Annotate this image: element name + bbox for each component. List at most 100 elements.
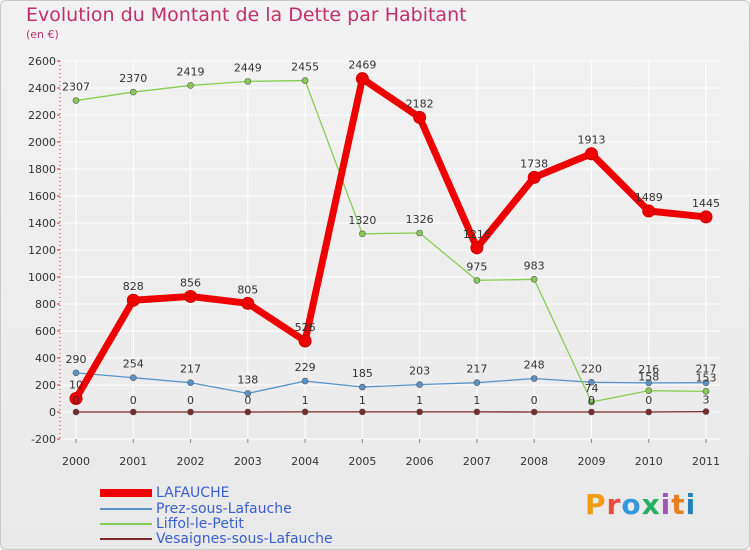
data-label: 1216: [463, 228, 491, 241]
data-point: [244, 408, 252, 416]
y-tick-label: 2000: [28, 136, 56, 149]
data-label: 983: [524, 259, 545, 272]
data-point: [584, 147, 598, 161]
data-point: [645, 387, 653, 394]
data-label: 805: [237, 283, 258, 296]
y-tick-label: 2400: [28, 82, 56, 95]
data-point: [642, 204, 656, 218]
data-point: [298, 334, 312, 348]
data-label: 526: [295, 321, 316, 334]
y-tick-label: 2200: [28, 109, 56, 122]
data-label: 217: [696, 363, 717, 376]
data-label: 0: [645, 394, 652, 407]
legend-label: LAFAUCHE: [156, 485, 230, 501]
data-point: [244, 390, 252, 397]
y-tick-label: 600: [35, 325, 56, 338]
chart-title: Evolution du Montant de la Dette par Hab…: [26, 4, 467, 26]
y-tick-label: 1600: [28, 190, 56, 203]
data-point: [72, 97, 80, 104]
data-label: 10: [69, 379, 83, 392]
data-point: [473, 408, 481, 416]
x-tick-label: 2002: [177, 455, 205, 468]
y-tick-label: 0: [49, 406, 56, 419]
data-point: [184, 289, 198, 303]
x-tick-label: 2005: [348, 455, 376, 468]
x-tick-label: 2003: [234, 455, 262, 468]
data-point: [72, 369, 80, 377]
data-label: 1489: [635, 191, 663, 204]
y-tick-label: 1400: [28, 217, 56, 230]
chart-unit: (en €): [26, 28, 59, 41]
data-point: [187, 408, 194, 416]
data-label: 2182: [406, 97, 434, 110]
data-point: [301, 77, 309, 84]
data-label: 0: [187, 394, 194, 407]
data-point: [588, 378, 595, 386]
data-label: 216: [638, 363, 659, 376]
y-tick-label: 2600: [28, 55, 56, 68]
data-label: 0: [130, 394, 137, 407]
data-point: [699, 210, 713, 224]
legend-label: Vesaignes-sous-Lafauche: [156, 531, 333, 547]
data-label: 1326: [406, 213, 434, 226]
series-line-liffol-le-petit: [75, 79, 707, 403]
data-point: [129, 88, 137, 96]
y-tick-label: 1000: [28, 271, 56, 284]
x-tick-label: 2000: [62, 455, 90, 468]
data-label: 185: [352, 367, 373, 380]
y-tick-label: 1200: [28, 244, 56, 257]
legend-swatch: [100, 508, 152, 510]
data-label: 248: [524, 359, 545, 372]
data-label: 2449: [234, 61, 262, 74]
legend-item: Vesaignes-sous-Lafauche: [100, 531, 333, 547]
data-label: 2469: [348, 59, 376, 72]
data-label: 0: [73, 394, 80, 407]
data-point: [416, 408, 423, 416]
x-tick-label: 2004: [291, 455, 319, 468]
series-line-prez-sous-lafauche: [75, 372, 707, 395]
data-point: [702, 408, 710, 415]
data-label: 1: [416, 394, 423, 407]
x-tick-label: 2006: [406, 455, 434, 468]
data-point: [470, 241, 484, 255]
x-tick-label: 2007: [463, 455, 491, 468]
data-point: [69, 392, 83, 405]
y-tick-label: 200: [35, 379, 56, 392]
data-point: [187, 82, 194, 89]
data-point: [530, 275, 538, 283]
data-label: 0: [244, 394, 251, 407]
data-point: [241, 296, 255, 310]
data-label: 138: [237, 373, 258, 386]
x-tick-label: 2001: [119, 455, 147, 468]
x-tick-label: 2010: [635, 455, 663, 468]
data-label: 1320: [348, 214, 376, 227]
data-label: 1913: [577, 134, 605, 147]
data-label: 1738: [520, 157, 548, 170]
data-label: 203: [409, 365, 430, 378]
data-label: 1445: [692, 197, 720, 210]
data-label: 1: [302, 394, 309, 407]
legend-item: Prez-sous-Lafauche: [100, 501, 292, 517]
legend-item: LAFAUCHE: [100, 485, 229, 501]
data-point: [588, 408, 595, 416]
data-label: 74: [584, 382, 598, 395]
data-point: [416, 381, 423, 388]
data-label: 2370: [119, 72, 147, 85]
data-point: [413, 110, 427, 124]
data-point: [645, 379, 653, 387]
data-point: [187, 379, 194, 387]
data-point: [530, 408, 538, 416]
data-point: [416, 229, 423, 237]
data-point: [301, 408, 309, 416]
data-point: [126, 293, 140, 307]
data-label: 0: [531, 394, 538, 407]
data-label: 0: [588, 394, 595, 407]
data-point: [355, 72, 369, 86]
data-point: [588, 398, 595, 406]
data-point: [301, 377, 309, 385]
data-point: [359, 408, 366, 416]
data-label: 2419: [177, 65, 205, 78]
legend-item: Liffol-le-Petit: [100, 516, 244, 532]
